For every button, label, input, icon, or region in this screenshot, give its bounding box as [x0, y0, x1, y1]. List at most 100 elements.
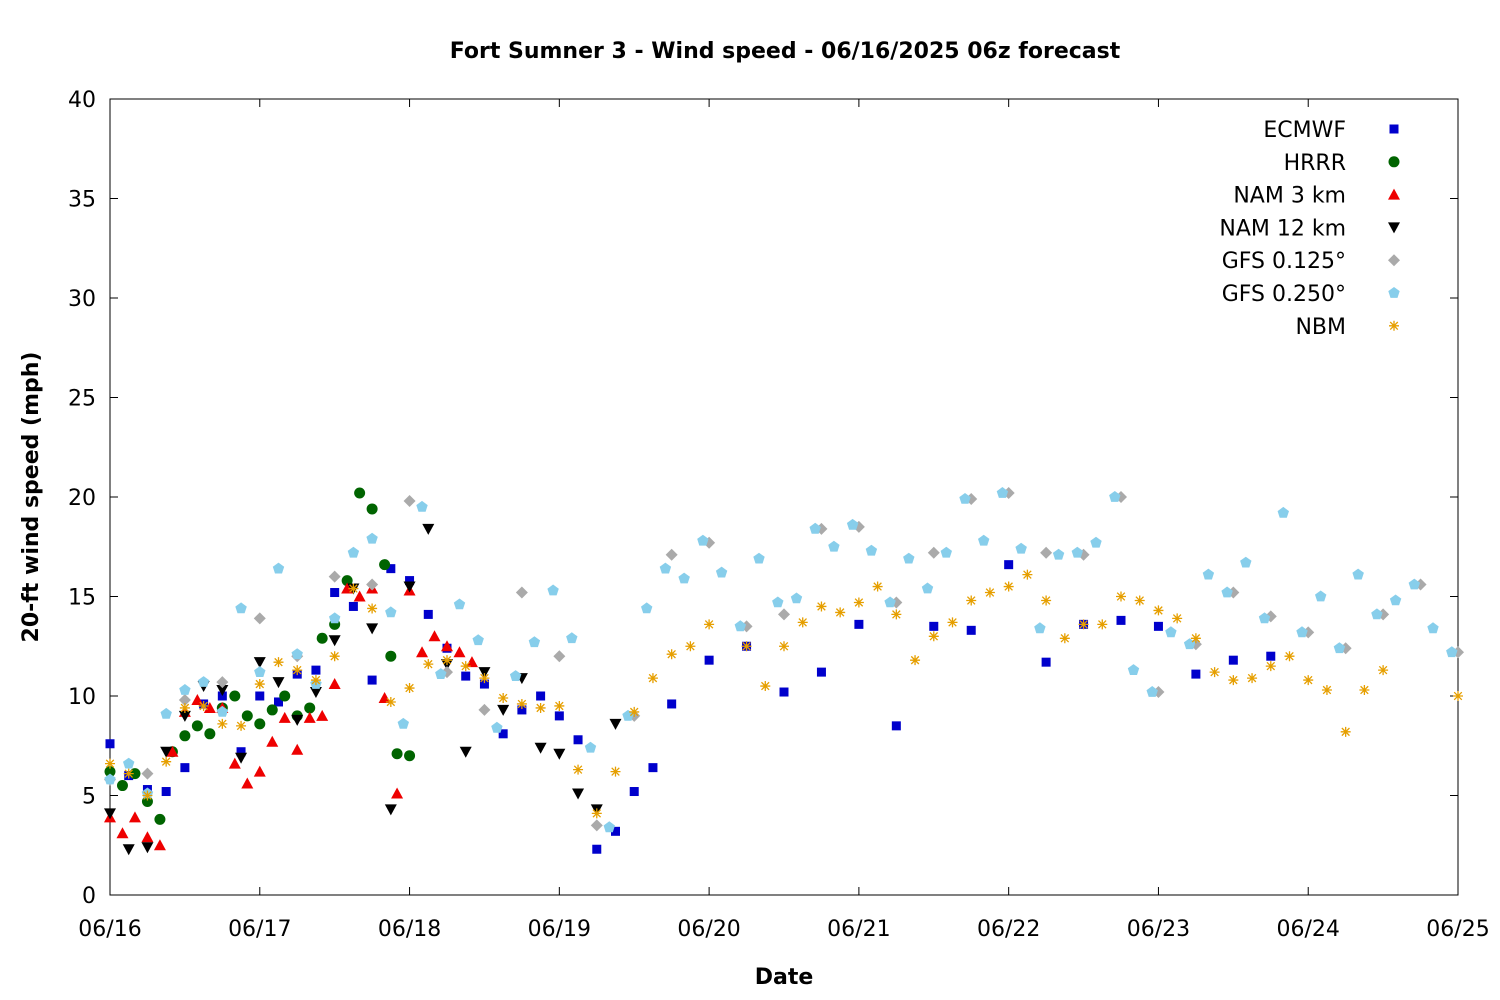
data-point [142, 790, 153, 801]
data-point [160, 707, 172, 719]
data-point [547, 584, 559, 596]
legend-label: ECMWF [1263, 118, 1346, 143]
data-point [128, 811, 141, 823]
data-point [311, 665, 321, 675]
data-point [266, 704, 278, 716]
series-gfs-0-250 [104, 487, 1458, 833]
legend-label: GFS 0.125° [1222, 249, 1346, 274]
data-point [940, 546, 952, 558]
legend-label: NBM [1295, 315, 1346, 340]
data-point [460, 661, 471, 672]
data-point [1221, 586, 1233, 598]
data-point [566, 632, 578, 644]
data-point [515, 586, 528, 599]
data-point [116, 780, 128, 792]
data-point [611, 826, 620, 836]
data-point [435, 668, 447, 679]
data-point [959, 493, 971, 504]
data-point [478, 703, 491, 716]
data-point [1052, 548, 1065, 560]
data-point [929, 621, 939, 631]
y-tick-label: 30 [68, 287, 96, 312]
data-point [154, 813, 166, 825]
series-nam-12-km [104, 523, 622, 856]
x-tick-label: 06/21 [827, 917, 890, 942]
y-tick-label: 40 [68, 88, 96, 113]
series-nam-3-km [104, 582, 478, 851]
data-point [416, 646, 429, 658]
data-point [241, 710, 253, 722]
data-point [592, 844, 602, 854]
data-point [1408, 578, 1420, 590]
data-point [216, 685, 229, 697]
data-point [903, 552, 915, 564]
legend-marker [1389, 124, 1399, 134]
data-point [846, 518, 859, 530]
x-tick-label: 06/17 [228, 917, 291, 942]
data-point [884, 596, 896, 608]
data-point [1071, 546, 1083, 558]
data-point [697, 534, 709, 546]
data-point [629, 787, 639, 797]
legend-marker [1388, 222, 1400, 234]
data-point [328, 678, 341, 690]
data-point [1228, 675, 1239, 686]
data-point [678, 572, 690, 584]
data-point [217, 718, 228, 729]
data-point [553, 748, 566, 760]
data-point [391, 748, 403, 760]
data-point [386, 564, 396, 574]
data-point [910, 655, 921, 666]
x-tick-label: 06/23 [1127, 917, 1190, 942]
data-point [517, 705, 527, 715]
data-point [1446, 646, 1458, 658]
data-point [204, 728, 216, 740]
data-point [453, 598, 466, 610]
data-point [179, 702, 190, 713]
data-point [441, 640, 453, 652]
data-point [310, 675, 321, 686]
data-point [1303, 675, 1314, 686]
data-point [665, 548, 678, 561]
x-tick-label: 06/19 [528, 917, 591, 942]
data-point [405, 576, 415, 586]
data-point [641, 602, 653, 614]
data-point [198, 700, 209, 711]
data-point [1277, 506, 1289, 518]
data-point [1315, 590, 1327, 602]
x-tick-label: 06/25 [1426, 917, 1489, 942]
data-point [797, 617, 808, 628]
data-point [1265, 661, 1276, 672]
data-point [291, 648, 303, 660]
data-point [872, 581, 883, 592]
data-point [428, 630, 441, 642]
data-point [1078, 619, 1089, 630]
data-point [1116, 591, 1126, 602]
data-point [779, 641, 789, 652]
data-point [391, 787, 404, 799]
data-point [272, 562, 285, 574]
data-point [254, 679, 265, 690]
data-point [254, 666, 266, 677]
data-point [666, 649, 677, 660]
data-point [1004, 560, 1014, 570]
data-point [253, 765, 266, 777]
data-point [378, 691, 391, 703]
data-point [741, 641, 752, 652]
data-point [254, 718, 266, 730]
series-ecmwf [105, 560, 1276, 854]
data-point [629, 706, 640, 717]
data-point [1015, 542, 1027, 554]
legend-marker [1388, 254, 1400, 267]
data-point [1202, 568, 1215, 580]
data-point [123, 768, 134, 779]
data-point [1109, 491, 1121, 502]
data-point [809, 522, 821, 534]
data-point [659, 562, 672, 574]
data-point [1427, 622, 1439, 634]
data-point [1022, 569, 1033, 580]
data-point [865, 544, 878, 556]
data-point [1041, 657, 1051, 667]
data-point [354, 487, 366, 499]
data-point [316, 709, 329, 721]
